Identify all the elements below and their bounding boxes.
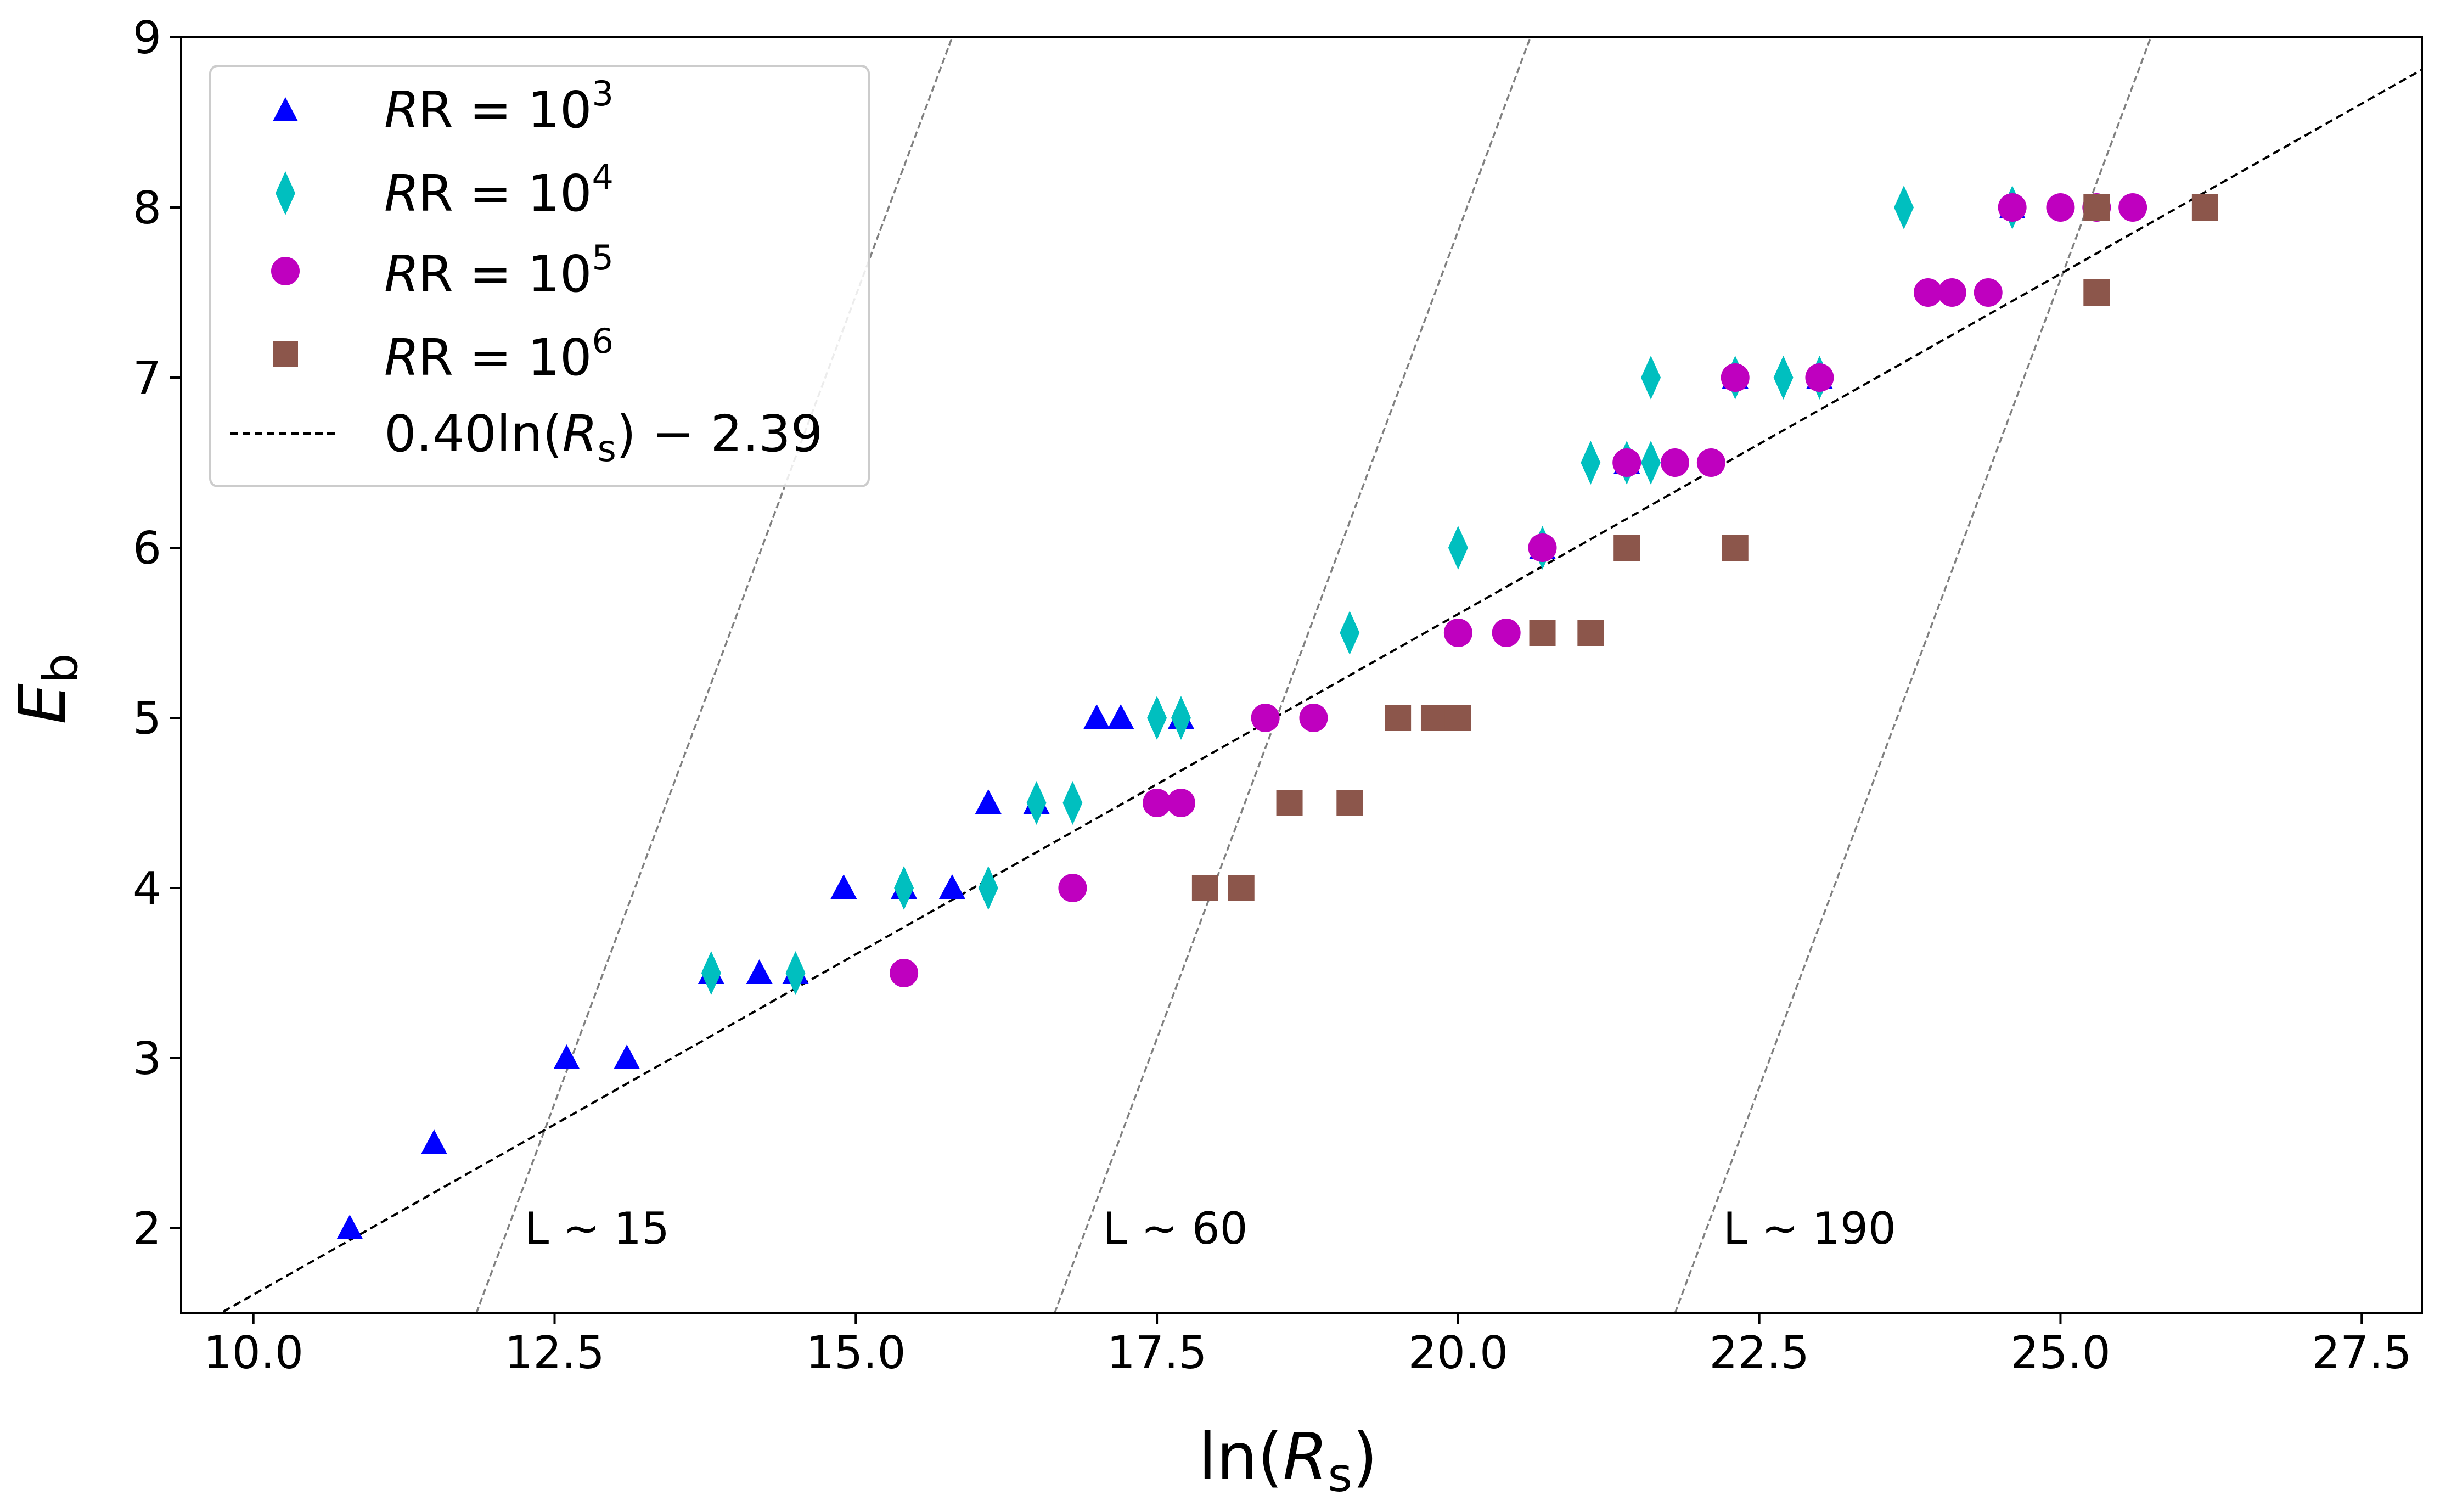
legend-label-r5: RR = 105 xyxy=(384,238,614,303)
legend-box xyxy=(209,65,870,487)
x-tick-label: 12.5 xyxy=(504,1327,605,1379)
data-point-circle xyxy=(1696,448,1725,477)
data-point-diamond xyxy=(701,951,721,995)
data-point-square xyxy=(1722,535,1749,561)
data-point-diamond xyxy=(1171,696,1191,740)
data-point-circle xyxy=(1143,789,1172,817)
data-point-circle xyxy=(1299,704,1328,732)
data-point-square xyxy=(1420,705,1447,731)
reference-line xyxy=(1053,37,1532,1313)
x-tick-label: 15.0 xyxy=(806,1327,906,1379)
fit-line xyxy=(218,69,2422,1313)
data-point-circle xyxy=(1913,278,1942,307)
y-axis-ticks: 2 3 4 5 6 7 8 9 xyxy=(133,12,181,1255)
data-point-circle xyxy=(890,959,919,987)
data-point-triangle xyxy=(614,1044,640,1069)
data-point-circle xyxy=(1937,278,1966,307)
y-tick-label: 9 xyxy=(133,12,161,64)
y-tick-label: 7 xyxy=(133,352,161,404)
legend-label-fit: 0.40ln(Rs) − 2.39 xyxy=(384,404,823,470)
x-tick-label: 22.5 xyxy=(1709,1327,1809,1379)
data-point-square xyxy=(1444,705,1471,731)
data-point-circle xyxy=(1443,619,1472,647)
data-point-triangle xyxy=(1107,704,1134,729)
axes-frame xyxy=(180,36,2423,1314)
data-point-diamond xyxy=(1894,186,1914,229)
data-point-circle xyxy=(1974,278,2003,307)
data-point-triangle xyxy=(336,1215,363,1239)
data-point-square xyxy=(1577,620,1604,646)
data-point-diamond xyxy=(1062,781,1083,825)
data-point-triangle xyxy=(938,874,965,899)
x-tick-label: 27.5 xyxy=(2312,1327,2412,1379)
reference-line xyxy=(1674,37,2152,1313)
data-point-circle xyxy=(2046,193,2075,222)
data-point-circle xyxy=(1492,619,1521,647)
y-axis-label: Eb xyxy=(4,653,88,724)
data-point-diamond xyxy=(1641,356,1661,400)
y-tick-label: 5 xyxy=(133,693,161,745)
data-point-diamond xyxy=(1147,696,1167,740)
x-tick-label: 10.0 xyxy=(203,1327,303,1379)
data-point-square xyxy=(1276,790,1303,816)
data-point-triangle xyxy=(746,959,773,984)
data-point-triangle xyxy=(830,874,857,899)
x-tick-label: 17.5 xyxy=(1107,1327,1207,1379)
data-point-triangle xyxy=(420,1129,447,1154)
data-point-circle xyxy=(1251,704,1280,732)
legend: RR = 103 RR = 104 RR = 105 RR = 106 0.40… xyxy=(209,65,870,487)
data-point-square xyxy=(2191,194,2218,221)
data-point-circle xyxy=(1998,193,2027,222)
data-point-square xyxy=(1613,535,1640,561)
data-point-triangle xyxy=(553,1044,580,1069)
data-point-square xyxy=(1385,705,1412,731)
data-point-triangle xyxy=(1083,704,1110,729)
data-point-square xyxy=(1191,875,1218,901)
y-tick-label: 3 xyxy=(133,1033,161,1085)
reference-line-label: L ~ 60 xyxy=(1103,1203,1247,1254)
data-point-square xyxy=(2083,279,2110,306)
data-point-square xyxy=(1228,875,1255,901)
data-point-diamond xyxy=(1581,441,1601,485)
data-point-triangle xyxy=(975,789,1002,814)
data-point-circle xyxy=(1721,363,1750,392)
data-point-diamond xyxy=(1641,441,1661,485)
data-point-diamond xyxy=(785,951,806,995)
legend-square-icon xyxy=(273,341,298,367)
data-point-circle xyxy=(1528,533,1557,562)
legend-circle-icon xyxy=(271,257,300,285)
y-tick-label: 8 xyxy=(133,182,161,234)
legend-label-r4: RR = 104 xyxy=(384,157,614,223)
legend-label-r3: RR = 103 xyxy=(384,74,614,139)
data-point-circle xyxy=(1166,789,1195,817)
data-point-diamond xyxy=(1340,611,1360,655)
x-tick-label: 20.0 xyxy=(1408,1327,1509,1379)
data-point-diamond xyxy=(1448,526,1468,570)
y-tick-label: 4 xyxy=(133,863,161,915)
data-point-circle xyxy=(2118,193,2147,222)
data-points xyxy=(336,186,2218,1239)
data-point-square xyxy=(2083,194,2110,221)
data-point-circle xyxy=(1661,448,1689,477)
x-axis-label: ln(Rs) xyxy=(1199,1419,1378,1503)
data-point-square xyxy=(1529,620,1556,646)
data-point-diamond xyxy=(894,866,914,910)
data-point-square xyxy=(1336,790,1363,816)
reference-line-label: L ~ 15 xyxy=(525,1203,670,1254)
data-point-circle xyxy=(1805,363,1834,392)
y-tick-label: 2 xyxy=(133,1203,161,1255)
data-point-circle xyxy=(1612,448,1641,477)
data-point-circle xyxy=(1058,874,1087,902)
data-point-diamond xyxy=(978,866,998,910)
reference-line-label: L ~ 190 xyxy=(1723,1203,1896,1254)
data-point-diamond xyxy=(1026,781,1047,825)
x-axis-ticks: 10.0 12.5 15.0 17.5 20.0 22.5 25.0 27.5 xyxy=(203,1313,2412,1379)
legend-triangle-icon xyxy=(273,97,298,121)
data-point-diamond xyxy=(1773,356,1794,400)
x-tick-label: 25.0 xyxy=(2010,1327,2111,1379)
legend-label-r6: RR = 106 xyxy=(384,321,614,387)
y-tick-label: 6 xyxy=(133,522,161,575)
legend-diamond-icon xyxy=(276,171,295,215)
